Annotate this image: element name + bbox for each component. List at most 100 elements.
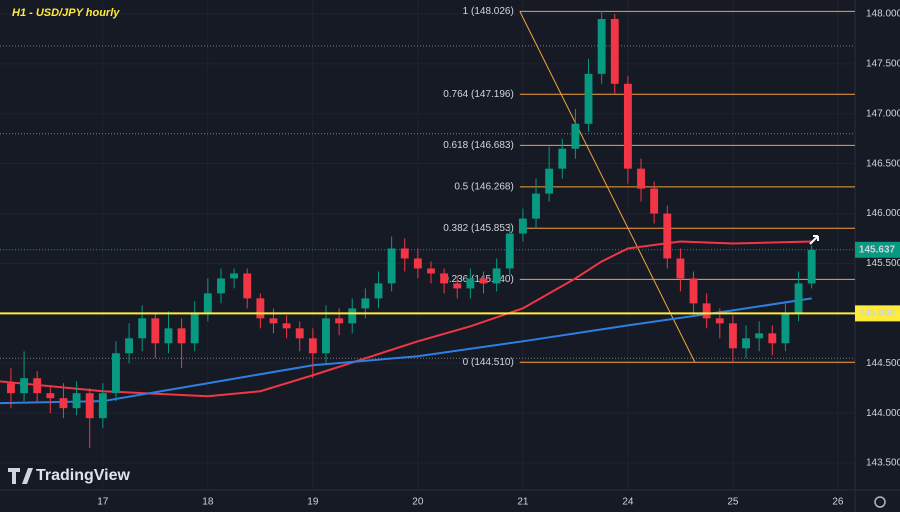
- candle-body: [637, 168, 645, 189]
- candle-body: [387, 248, 396, 284]
- candle-body: [20, 378, 29, 394]
- candle-body: [755, 333, 764, 339]
- logo: TradingView: [8, 467, 131, 484]
- candle-body: [46, 393, 55, 399]
- candle-body: [72, 393, 81, 409]
- x-tick-label: 25: [727, 497, 739, 508]
- candle-body: [164, 328, 173, 344]
- candle-body: [217, 278, 225, 294]
- candle-body: [190, 313, 199, 344]
- moving-average: [0, 297, 812, 405]
- fib-label: 0.236 (145.340): [443, 274, 514, 285]
- candle-body: [492, 268, 501, 284]
- y-tick-label: 147.500: [866, 59, 900, 70]
- candle-body: [571, 123, 580, 149]
- fib-trend: [519, 11, 696, 363]
- candle-body: [545, 168, 554, 194]
- candle-body: [597, 18, 606, 74]
- candle-body: [689, 278, 698, 304]
- candle-body: [256, 298, 265, 319]
- fib-label: 0.618 (146.683): [443, 140, 514, 151]
- candle-body: [322, 318, 330, 354]
- x-tick-label: 18: [202, 497, 214, 508]
- candle-body: [374, 283, 383, 299]
- candle-body: [466, 278, 475, 289]
- candle-body: [348, 308, 357, 324]
- candle-body: [558, 148, 567, 169]
- fib-label: 0 (144.510): [463, 357, 514, 368]
- settings-icon[interactable]: [874, 496, 886, 508]
- candle-body: [125, 338, 134, 354]
- candle-body: [177, 328, 186, 344]
- candle-body: [781, 313, 790, 344]
- x-tick-label: 20: [412, 497, 424, 508]
- candle-body: [138, 318, 147, 339]
- candle-body: [610, 18, 619, 84]
- candle-body: [112, 353, 120, 394]
- candle-body: [400, 248, 409, 259]
- candle-body: [295, 328, 304, 339]
- y-tick-label: 148.000: [866, 9, 900, 20]
- level-label: 145.000: [859, 308, 896, 319]
- price-badge: [855, 241, 900, 258]
- candle-body: [794, 283, 803, 314]
- candle-body: [479, 278, 488, 284]
- watermark: TradingView: [36, 467, 131, 484]
- candle-body: [702, 303, 711, 319]
- y-tick-label: 145.500: [866, 258, 900, 269]
- y-tick-label: 144.500: [866, 358, 900, 369]
- moving-average: [0, 240, 812, 398]
- candle-body: [650, 188, 659, 214]
- candle-body: [59, 398, 68, 409]
- y-tick-label: 146.500: [866, 158, 900, 169]
- candle-body: [440, 273, 449, 284]
- cursor: [809, 235, 819, 245]
- candle-body: [532, 193, 540, 219]
- y-tick-label: 147.000: [866, 108, 900, 119]
- candle-body: [676, 258, 685, 279]
- fib-label: 0.382 (145.853): [443, 223, 514, 234]
- y-tick-label: 144.000: [866, 408, 900, 419]
- x-tick-label: 26: [832, 497, 844, 508]
- logo-icon: [8, 468, 33, 484]
- candle-body: [413, 258, 422, 269]
- fib-label: 0.5 (146.268): [454, 181, 514, 192]
- candle-body: [335, 318, 344, 324]
- x-tick-label: 21: [517, 497, 529, 508]
- candle-body: [768, 333, 777, 344]
- x-tick-label: 17: [97, 497, 109, 508]
- candle-body: [518, 218, 527, 234]
- candle-body: [203, 293, 212, 314]
- candle-body: [742, 338, 750, 349]
- candle-body: [584, 73, 593, 124]
- candle-body: [623, 83, 632, 169]
- x-tick-label: 24: [622, 497, 634, 508]
- candle-body: [282, 323, 291, 329]
- candle-body: [807, 249, 816, 284]
- candle-body: [151, 318, 160, 344]
- y-tick-label: 146.000: [866, 208, 900, 219]
- price-label: 145.637: [859, 244, 896, 255]
- candle-body: [33, 378, 42, 394]
- candle-body: [308, 338, 317, 354]
- candle-body: [230, 273, 239, 279]
- chart-title: H1 - USD/JPY hourly: [12, 7, 120, 19]
- fib-label: 1 (148.026): [463, 6, 514, 17]
- level-badge: [855, 305, 900, 322]
- candle-body: [269, 318, 278, 324]
- candle-body: [663, 213, 672, 259]
- candle-body: [98, 393, 107, 419]
- candle-body: [728, 323, 737, 349]
- x-tick-label: 19: [307, 497, 319, 508]
- fib-label: 0.764 (147.196): [443, 89, 514, 100]
- y-tick-label: 143.500: [866, 458, 900, 469]
- candle-body: [85, 393, 94, 419]
- candle-body: [243, 273, 252, 299]
- candle-body: [7, 383, 15, 394]
- candle-body: [505, 233, 514, 269]
- candle-body: [361, 298, 370, 309]
- candle-body: [427, 268, 435, 274]
